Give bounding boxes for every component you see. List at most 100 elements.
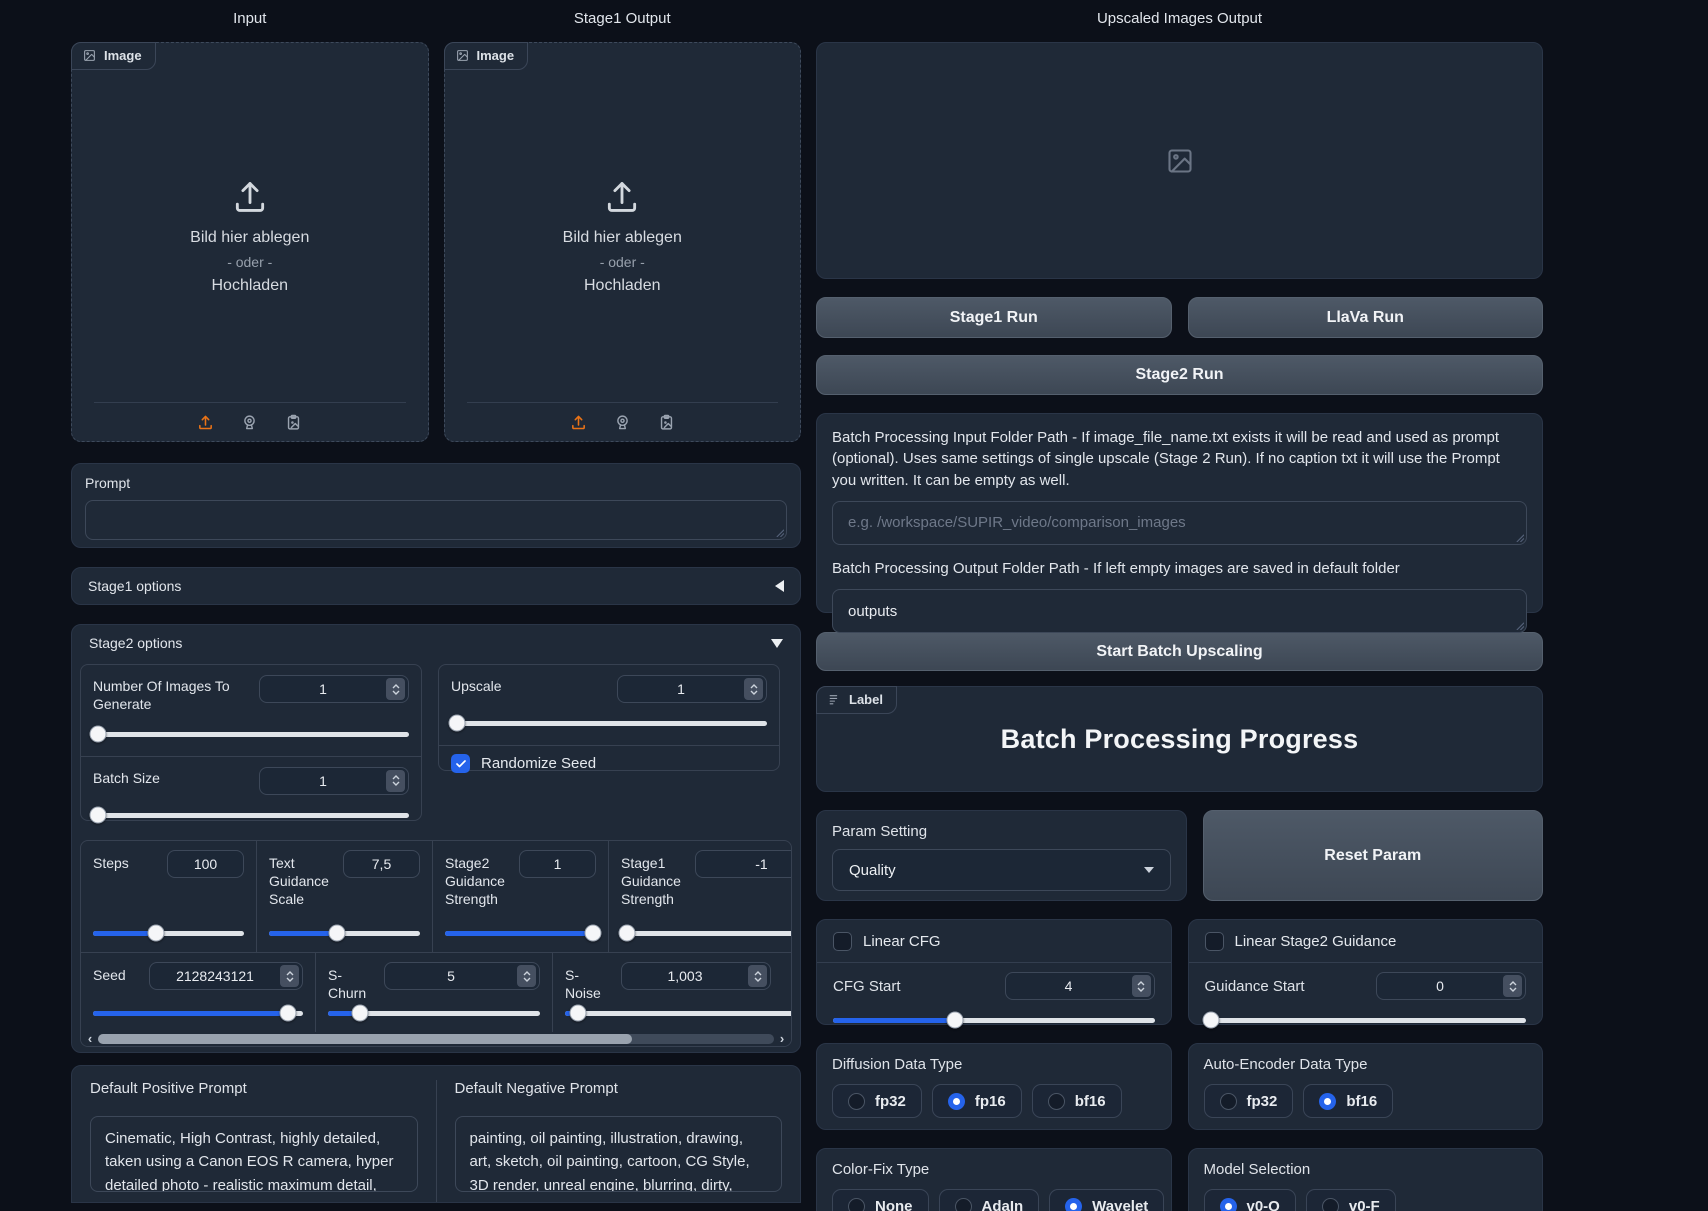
stage2-options-accordion[interactable]: Stage2 options: [80, 625, 792, 661]
stepper-buttons[interactable]: [744, 678, 763, 700]
resize-handle[interactable]: [775, 528, 784, 537]
start-batch-upscaling-button[interactable]: Start Batch Upscaling: [816, 632, 1543, 671]
s-churn-input[interactable]: 5: [384, 962, 540, 990]
batch-size-slider[interactable]: [89, 806, 409, 824]
stage1-guidance-input[interactable]: -1: [695, 850, 791, 878]
default-negative-prompt-input[interactable]: painting, oil painting, illustration, dr…: [454, 1116, 782, 1192]
upload-link[interactable]: Hochladen: [584, 276, 661, 294]
upscale-slider[interactable]: [448, 714, 767, 732]
batch-size-input[interactable]: 1: [259, 766, 409, 795]
model-selection-label: Model Selection: [1203, 1161, 1311, 1178]
checkbox-unchecked-icon[interactable]: [1204, 931, 1224, 951]
batch-input-folder-input[interactable]: [833, 514, 1526, 532]
steps-input[interactable]: 100: [167, 850, 244, 878]
guidance-start-slider[interactable]: [1202, 1011, 1526, 1029]
num-images-slider[interactable]: [89, 725, 409, 743]
dtype-row: Diffusion Data Type fp32 fp16 bf16: [816, 1043, 1543, 1130]
radio-fp32[interactable]: fp32: [832, 1084, 922, 1118]
scrollbar-thumb[interactable]: [98, 1034, 633, 1044]
checkbox-unchecked-icon[interactable]: [833, 931, 852, 951]
llava-run-button[interactable]: LlaVa Run: [1187, 297, 1543, 338]
resize-handle[interactable]: [1515, 533, 1524, 542]
colorfix-type-label: Color-Fix Type: [832, 1161, 930, 1178]
image-icon: [83, 49, 96, 62]
guidance-start-input[interactable]: 0: [1376, 972, 1526, 1000]
webcam-source-icon[interactable]: [614, 414, 631, 431]
stage2-guidance-slider[interactable]: [445, 924, 602, 942]
randomize-seed-checkbox-row[interactable]: Randomize Seed: [451, 754, 767, 773]
s-noise-input[interactable]: 1,003: [621, 962, 771, 990]
cfg-row: Linear CFG CFG Start 4: [816, 919, 1543, 1029]
seed-slider[interactable]: [93, 1004, 303, 1022]
image-tab: Image: [443, 42, 529, 70]
stage1-run-button[interactable]: Stage1 Run: [816, 297, 1172, 338]
stepper-buttons[interactable]: [1503, 975, 1522, 997]
upscale-input[interactable]: 1: [617, 675, 767, 703]
cfg-start-input[interactable]: 4: [1004, 972, 1155, 1000]
paste-image-icon[interactable]: [285, 414, 302, 431]
scroll-right-icon[interactable]: ›: [779, 1031, 785, 1046]
param-setting-block: Param Setting Quality: [816, 810, 1187, 901]
stage1-guidance-slider[interactable]: [618, 924, 791, 942]
radio-bf16[interactable]: bf16: [1031, 1084, 1122, 1118]
stepper-buttons[interactable]: [748, 965, 767, 987]
stage2-run-button[interactable]: Stage2 Run: [816, 355, 1543, 395]
input-image-dropzone[interactable]: Image Bild hier ablegen - oder - Hochlad…: [71, 42, 429, 442]
s-churn-slider[interactable]: [328, 1004, 540, 1022]
stage1-output-dropzone[interactable]: Image Bild hier ablegen - oder - Hochlad…: [443, 42, 801, 442]
text-guidance-slider[interactable]: [269, 924, 420, 942]
stepper-buttons[interactable]: [280, 965, 299, 987]
upload-source-icon[interactable]: [570, 414, 587, 431]
label-tab-text: Label: [849, 692, 883, 707]
stepper-buttons[interactable]: [386, 769, 405, 792]
cfg-start-slider[interactable]: [833, 1011, 1155, 1029]
horizontal-scrollbar[interactable]: ‹ ›: [81, 1032, 791, 1046]
label-tab: Label: [816, 686, 897, 714]
linear-stage2-checkbox-row[interactable]: Linear Stage2 Guidance: [1189, 920, 1543, 962]
scroll-left-icon[interactable]: ‹: [87, 1031, 93, 1046]
image-placeholder-icon: [1166, 147, 1194, 175]
radio-none[interactable]: None: [832, 1189, 929, 1211]
webcam-source-icon[interactable]: [241, 414, 258, 431]
text-guidance-input[interactable]: 7,5: [343, 850, 420, 878]
stepper-buttons[interactable]: [517, 965, 536, 987]
input-drop-zone[interactable]: Bild hier ablegen - oder - Hochladen: [72, 71, 428, 401]
text-guidance-label: Text Guidance Scale: [269, 855, 329, 908]
upload-source-icon[interactable]: [197, 414, 214, 431]
stepper-buttons[interactable]: [386, 678, 405, 700]
radio-wavelet-selected[interactable]: Wavelet: [1049, 1189, 1165, 1211]
radio-unselected-icon: [1047, 1092, 1065, 1110]
radio-v0q-selected[interactable]: v0-Q: [1203, 1189, 1296, 1211]
paste-image-icon[interactable]: [658, 414, 675, 431]
upscaled-images-gallery[interactable]: [816, 42, 1543, 279]
checkbox-checked-icon[interactable]: [451, 754, 470, 773]
param-setting-dropdown[interactable]: Quality: [832, 849, 1171, 891]
radio-fp16-selected[interactable]: fp16: [931, 1084, 1022, 1118]
stage2-guidance-input[interactable]: 1: [519, 850, 596, 878]
default-positive-prompt-input[interactable]: Cinematic, High Contrast, highly detaile…: [90, 1116, 418, 1192]
prompt-input[interactable]: [85, 500, 787, 540]
linear-cfg-checkbox-row[interactable]: Linear CFG: [817, 920, 1171, 962]
stage1-drop-zone[interactable]: Bild hier ablegen - oder - Hochladen: [445, 71, 801, 401]
upscale-group: Upscale 1: [438, 664, 780, 773]
seed-input[interactable]: 2128243121: [149, 962, 303, 990]
generation-count-group: Number Of Images To Generate 1: [80, 664, 422, 824]
radio-v0f[interactable]: v0-F: [1305, 1189, 1396, 1211]
upload-link[interactable]: Hochladen: [211, 276, 289, 294]
stepper-buttons[interactable]: [1131, 975, 1151, 997]
radio-fp32[interactable]: fp32: [1203, 1084, 1294, 1118]
batch-output-folder-field: [832, 589, 1527, 634]
linear-stage2-guidance-block: Linear Stage2 Guidance Guidance Start 0: [1187, 919, 1543, 1029]
batch-progress-panel: Label Batch Processing Progress: [816, 686, 1543, 792]
resize-handle[interactable]: [1515, 621, 1524, 631]
reset-param-button[interactable]: Reset Param: [1202, 810, 1543, 901]
s-noise-slider[interactable]: [565, 1004, 791, 1022]
num-images-input[interactable]: 1: [259, 675, 409, 703]
radio-adain[interactable]: AdaIn: [938, 1189, 1040, 1211]
guidance-start-label: Guidance Start: [1204, 977, 1305, 995]
param-setting-value: Quality: [849, 861, 896, 879]
steps-slider[interactable]: [93, 924, 244, 942]
batch-output-folder-input[interactable]: [833, 602, 1526, 620]
radio-bf16-selected[interactable]: bf16: [1303, 1084, 1394, 1118]
stage1-options-accordion[interactable]: Stage1 options: [71, 567, 801, 605]
